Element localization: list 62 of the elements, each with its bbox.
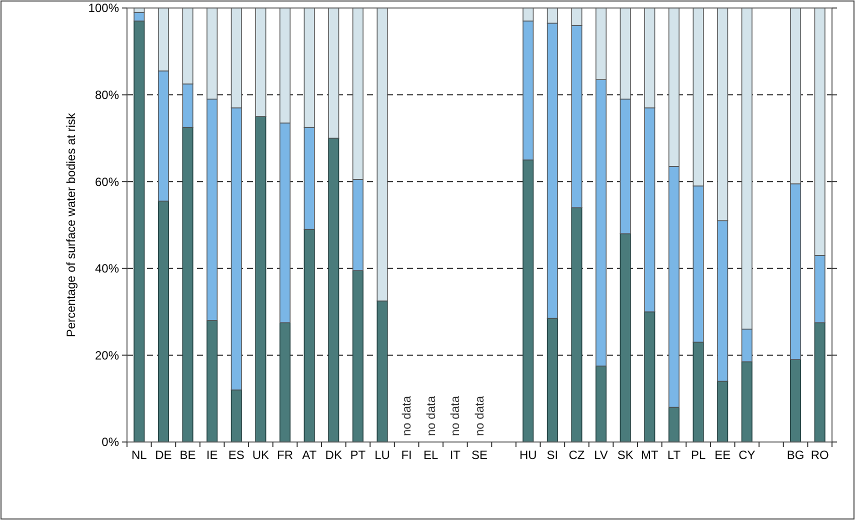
x-tick-label: AT: [302, 448, 318, 462]
bar: [692, 342, 704, 442]
x-tick-label: SI: [546, 448, 558, 462]
x-tick-label: DE: [155, 448, 172, 462]
y-tick-label: 20%: [94, 348, 120, 362]
x-tick-label: SK: [617, 448, 634, 462]
x-tick-label: LV: [594, 448, 608, 462]
x-tick-label: SE: [471, 448, 488, 462]
x-tick-label: PL: [690, 448, 706, 462]
x-tick-label: CZ: [568, 448, 585, 462]
bar: [280, 322, 291, 442]
bar: [255, 116, 266, 442]
x-tick-label: PT: [350, 448, 366, 462]
bar: [571, 207, 582, 442]
bar: [376, 300, 388, 442]
bar: [790, 359, 802, 442]
x-tick-label: IE: [206, 448, 218, 462]
bar: [596, 366, 607, 442]
bar: [206, 320, 218, 442]
x-tick-label: FR: [277, 448, 294, 462]
x-tick-label: IT: [450, 448, 462, 462]
x-tick-label: UK: [252, 448, 270, 462]
y-tick-label: 80%: [94, 88, 120, 102]
bar: [644, 311, 656, 442]
bar: [522, 160, 534, 442]
bar: [546, 318, 558, 442]
x-tick-label: DK: [325, 448, 342, 462]
x-tick-label: CY: [738, 448, 756, 462]
bar: [814, 322, 826, 442]
bar: [230, 390, 242, 442]
x-tick-label: EE: [714, 448, 731, 462]
bar: [741, 361, 752, 442]
y-tick-label: 60%: [94, 174, 120, 189]
x-tick-label: NL: [131, 448, 148, 462]
bar: [134, 12, 145, 22]
x-tick-label: EL: [424, 448, 439, 462]
annotation: no data: [448, 396, 462, 436]
bar: [158, 200, 169, 442]
annotation: no data: [400, 396, 414, 436]
bar: [328, 138, 340, 442]
x-tick-label: BG: [786, 448, 804, 462]
x-tick-label: ES: [228, 448, 244, 462]
bar: [134, 20, 145, 442]
annotation: no data: [472, 396, 486, 436]
y-tick-label: 40%: [94, 262, 120, 276]
bar: [620, 233, 631, 442]
x-tick-label: RO: [810, 448, 829, 462]
x-tick-label: HU: [519, 448, 537, 462]
x-tick-label: LU: [374, 448, 390, 462]
x-tick-label: FI: [401, 448, 412, 462]
bar: [182, 126, 194, 442]
x-tick-label: LT: [667, 448, 682, 462]
annotation: no data: [424, 396, 438, 436]
bar: [304, 228, 315, 442]
y-axis-title: Percentage of surface water bodies at risk: [64, 112, 78, 338]
bar: [668, 406, 680, 442]
bar: [352, 270, 364, 442]
bar: [717, 380, 728, 442]
y-tick-label: 0%: [102, 435, 120, 450]
x-tick-label: BE: [180, 448, 196, 462]
y-tick-label: 100%: [88, 1, 120, 16]
x-tick-label: MT: [641, 448, 660, 462]
